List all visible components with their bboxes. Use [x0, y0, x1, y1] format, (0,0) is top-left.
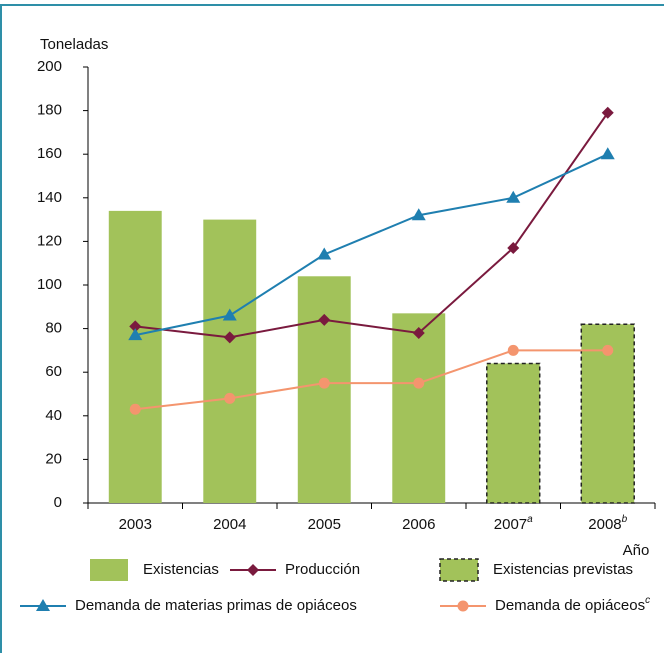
- legend-label: Producción: [285, 561, 360, 578]
- y-tick-label: 100: [37, 276, 62, 293]
- y-tick-label: 140: [37, 189, 62, 206]
- marker: [129, 403, 141, 415]
- y-tick-label: 120: [37, 232, 62, 249]
- legend-text: Existencias: [143, 561, 219, 578]
- marker: [318, 377, 330, 389]
- marker: [506, 190, 521, 203]
- x-tick-superscript: a: [527, 514, 533, 525]
- legend-item: Demanda de opiáceosc: [440, 595, 650, 614]
- marker: [411, 208, 426, 221]
- x-tick-text: 2006: [402, 516, 435, 533]
- line: [135, 112, 609, 339]
- x-tick-label: 2004: [213, 516, 246, 533]
- legend-label: Existencias previstas: [493, 561, 633, 578]
- legend-item: Existencias previstas: [439, 558, 633, 582]
- x-tick-label: 2005: [308, 516, 341, 533]
- marker: [601, 106, 614, 119]
- x-tick-superscript: b: [622, 514, 628, 525]
- y-tick-label: 0: [54, 494, 62, 511]
- x-axis-label: Año: [623, 542, 650, 559]
- legend-item: Demanda de materias primas de opiáceos: [20, 597, 357, 614]
- legend-item: Existencias: [90, 559, 219, 581]
- x-tick-label: 2008b: [588, 514, 627, 533]
- marker: [412, 326, 425, 339]
- legend-label: Demanda de materias primas de opiáceos: [75, 597, 357, 614]
- line: [135, 349, 608, 411]
- legend-marker: [457, 600, 469, 612]
- marker: [129, 320, 142, 333]
- bar: [203, 219, 257, 503]
- y-tick-label: 20: [45, 450, 62, 467]
- marker: [317, 247, 332, 260]
- legend-marker: [36, 599, 50, 611]
- y-tick-label: 40: [45, 407, 62, 424]
- x-tick-text: 2007: [494, 516, 527, 533]
- legend-marker: [247, 564, 259, 576]
- y-tick-label: 80: [45, 320, 62, 337]
- legend-item: Producción: [230, 561, 360, 578]
- marker: [507, 344, 519, 356]
- x-tick-text: 2004: [213, 516, 246, 533]
- marker: [318, 313, 331, 326]
- y-tick-label: 60: [45, 363, 62, 380]
- marker: [222, 308, 237, 321]
- x-tick-label: 2007a: [494, 514, 533, 533]
- x-tick-text: 2005: [308, 516, 341, 533]
- legend-text: Existencias previstas: [493, 561, 633, 578]
- marker: [224, 392, 236, 404]
- legend-text: Demanda de opiáceos: [495, 597, 645, 614]
- legend-superscript: c: [645, 595, 650, 606]
- x-tick-text: 2003: [119, 516, 152, 533]
- legend-text: Producción: [285, 561, 360, 578]
- marker: [602, 344, 614, 356]
- legend-label: Demanda de opiáceosc: [495, 595, 650, 614]
- marker: [223, 331, 236, 344]
- bar: [108, 210, 162, 503]
- x-tick-label: 2006: [402, 516, 435, 533]
- legend-swatch: [90, 559, 128, 581]
- bar: [486, 362, 541, 504]
- bar: [392, 313, 446, 503]
- marker: [507, 241, 520, 254]
- marker: [413, 377, 425, 389]
- y-tick-label: 180: [37, 102, 62, 119]
- legend-text: Demanda de materias primas de opiáceos: [75, 597, 357, 614]
- bar: [297, 276, 351, 503]
- x-tick-label: 2003: [119, 516, 152, 533]
- y-tick-label: 200: [37, 58, 62, 75]
- legend-swatch: [439, 558, 479, 582]
- legend-label: Existencias: [143, 561, 219, 578]
- marker: [600, 147, 615, 160]
- marker: [128, 328, 143, 341]
- y-tick-label: 160: [37, 145, 62, 162]
- x-tick-text: 2008: [588, 516, 621, 533]
- y-axis-label: Toneladas: [40, 36, 108, 53]
- line: [135, 153, 609, 337]
